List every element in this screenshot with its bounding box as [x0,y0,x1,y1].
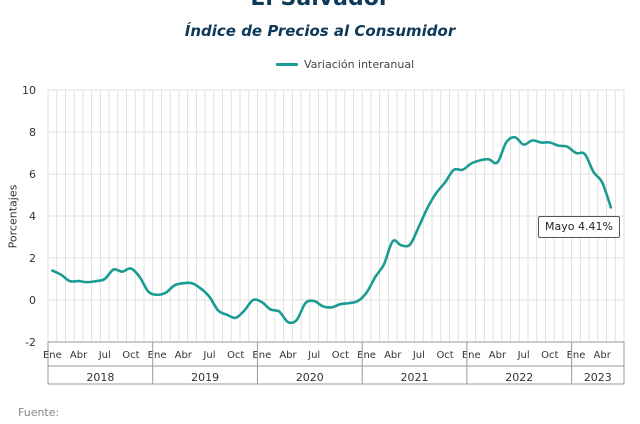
y-tick-label: 4 [29,210,36,223]
y-tick-label: 0 [29,294,36,307]
legend-swatch [276,63,298,66]
x-tick-label: Ene [252,350,271,361]
value-annotation: Mayo 4.41% [538,216,620,238]
series-line-variacion-interanual [51,135,613,325]
legend-label: Variación interanual [304,58,415,71]
x-tick-label: Jul [517,350,530,361]
year-label: 2022 [505,371,533,384]
x-tick-label: Abr [384,350,402,361]
y-tick-label: -2 [25,336,36,349]
chart-subtitle: Índice de Precios al Consumidor [184,22,456,40]
x-tick-label: Oct [122,350,139,361]
x-tick-label: Abr [489,350,507,361]
x-tick-label: Ene [357,350,376,361]
chart-title: El Salvador [0,0,640,12]
x-tick-label: Ene [148,350,167,361]
x-tick-label: Oct [541,350,558,361]
x-tick-label: Abr [175,350,193,361]
source-label: Fuente: [18,406,60,419]
x-tick-label: Abr [594,350,612,361]
x-tick-label: Jul [98,350,111,361]
legend: Variación interanual [276,58,414,71]
y-tick-label: 2 [29,252,36,265]
x-tick-label: Jul [307,350,320,361]
x-tick-label: Jul [202,350,215,361]
x-tick-label: Abr [279,350,297,361]
year-label: 2019 [191,371,219,384]
x-tick-label: Oct [227,350,244,361]
x-tick-label: Ene [43,350,62,361]
x-tick-label: Jul [412,350,425,361]
x-tick-label: Oct [436,350,453,361]
y-tick-label: 6 [29,168,36,181]
year-label: 2021 [401,371,429,384]
year-label: 2023 [584,371,612,384]
x-tick-label: Ene [567,350,586,361]
x-tick-label: Abr [70,350,88,361]
x-tick-label: Ene [462,350,481,361]
year-label: 2020 [296,371,324,384]
x-tick-label: Oct [332,350,349,361]
year-label: 2018 [86,371,114,384]
y-tick-label: 8 [29,126,36,139]
y-tick-label: 10 [22,84,36,97]
